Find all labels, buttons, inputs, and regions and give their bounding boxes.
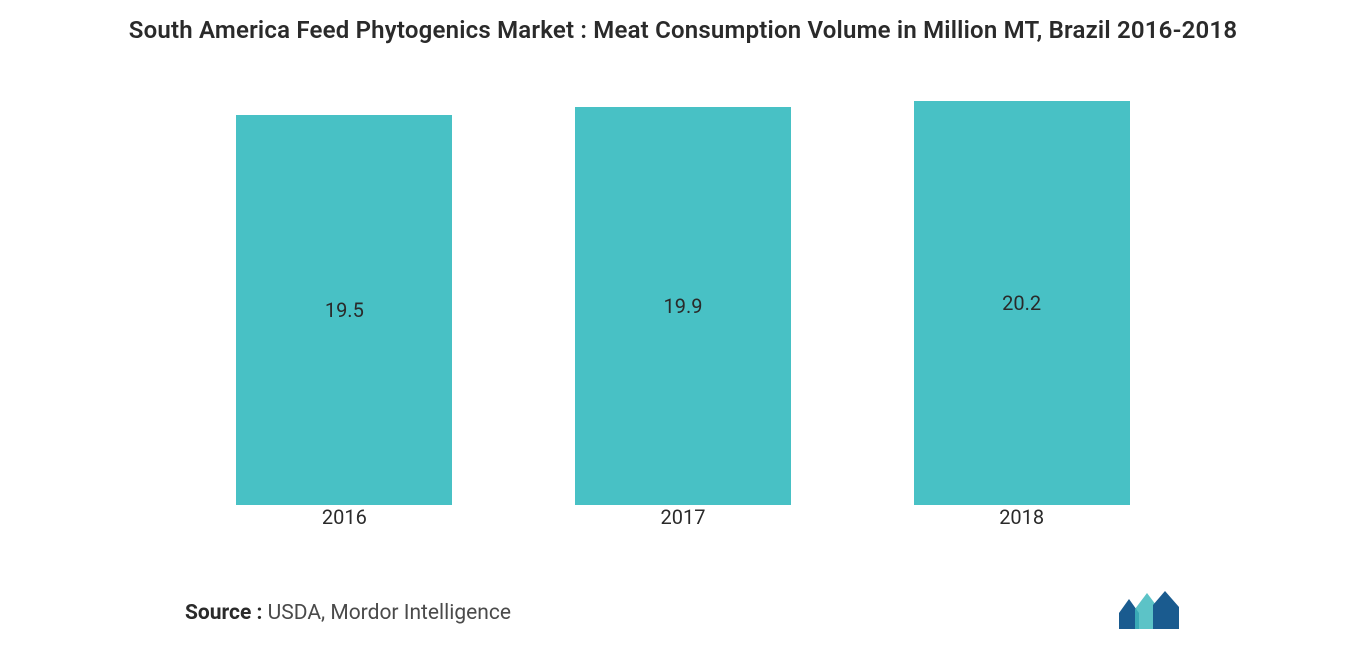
source-text: USDA, Mordor Intelligence (262, 601, 511, 625)
bar-2017: 19.9 (575, 107, 791, 505)
x-axis-label: 2016 (322, 505, 367, 529)
bar-2018: 20.2 (914, 101, 1130, 505)
x-axis-label: 2018 (999, 505, 1044, 529)
bar-group-2016: 19.5 (175, 85, 514, 505)
bar-value-label: 20.2 (1002, 291, 1041, 315)
bar-2016: 19.5 (236, 115, 452, 505)
source-attribution: Source : USDA, Mordor Intelligence (185, 601, 511, 625)
bar-group-2018: 20.2 (852, 85, 1191, 505)
x-axis: 2016 2017 2018 (175, 505, 1191, 529)
bar-value-label: 19.5 (325, 298, 364, 322)
mordor-logo-icon (1117, 589, 1181, 631)
bar-value-label: 19.9 (664, 294, 703, 318)
chart-area: 19.5 19.9 20.2 (175, 85, 1191, 505)
chart-title: South America Feed Phytogenics Market : … (0, 16, 1366, 44)
bar-group-2017: 19.9 (514, 85, 853, 505)
x-axis-label: 2017 (661, 505, 706, 529)
source-label: Source : (185, 601, 262, 625)
